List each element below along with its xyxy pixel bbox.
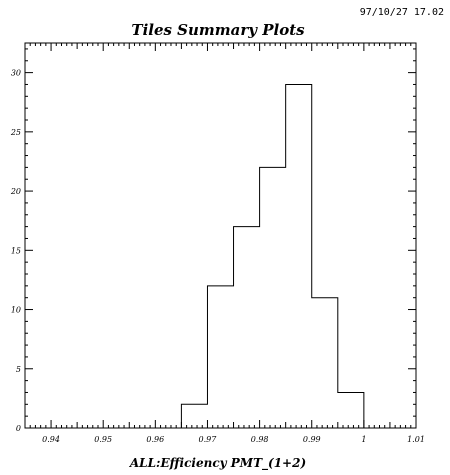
axis-ticks xyxy=(24,43,417,429)
y-tick-label: 0 xyxy=(16,424,21,433)
y-tick-label: 15 xyxy=(11,246,21,255)
histogram-bins xyxy=(181,84,363,428)
y-tick-label: 10 xyxy=(11,306,21,315)
x-tick-label: 0.95 xyxy=(94,435,112,444)
y-tick-label: 30 xyxy=(11,69,21,78)
plot-frame xyxy=(24,42,417,429)
chart-title: Tiles Summary Plots xyxy=(131,21,305,39)
histogram-outline xyxy=(180,83,365,428)
y-tick-label: 20 xyxy=(10,187,21,196)
x-tick-label: 1.01 xyxy=(407,435,425,444)
y-tick-label: 5 xyxy=(16,365,21,374)
histogram-bar xyxy=(338,392,364,428)
x-axis-label: ALL:Efficiency PMT_(1+2) xyxy=(129,456,306,471)
histogram-bar xyxy=(286,84,312,428)
x-tick-label: 0.96 xyxy=(146,435,164,444)
histogram-bar xyxy=(234,227,260,428)
x-tick-label: 0.97 xyxy=(199,435,218,444)
tick-labels: 0.94 0.95 0.96 0.97 0.98 0.99 1 1.01 0 5 10 15 20 25 3… xyxy=(10,69,425,444)
x-tick-label: 0.94 xyxy=(42,435,60,444)
x-tick-label: 0.99 xyxy=(303,435,321,444)
x-tick-label: 0.98 xyxy=(251,435,269,444)
histogram-bar xyxy=(181,404,207,428)
histogram-bar xyxy=(312,298,338,428)
y-tick-label: 25 xyxy=(10,128,21,137)
x-tick-label: 1 xyxy=(361,435,366,444)
histogram-bar xyxy=(207,286,233,428)
histogram-bar xyxy=(260,167,286,428)
timestamp: 97/10/27 17.02 xyxy=(360,7,444,18)
